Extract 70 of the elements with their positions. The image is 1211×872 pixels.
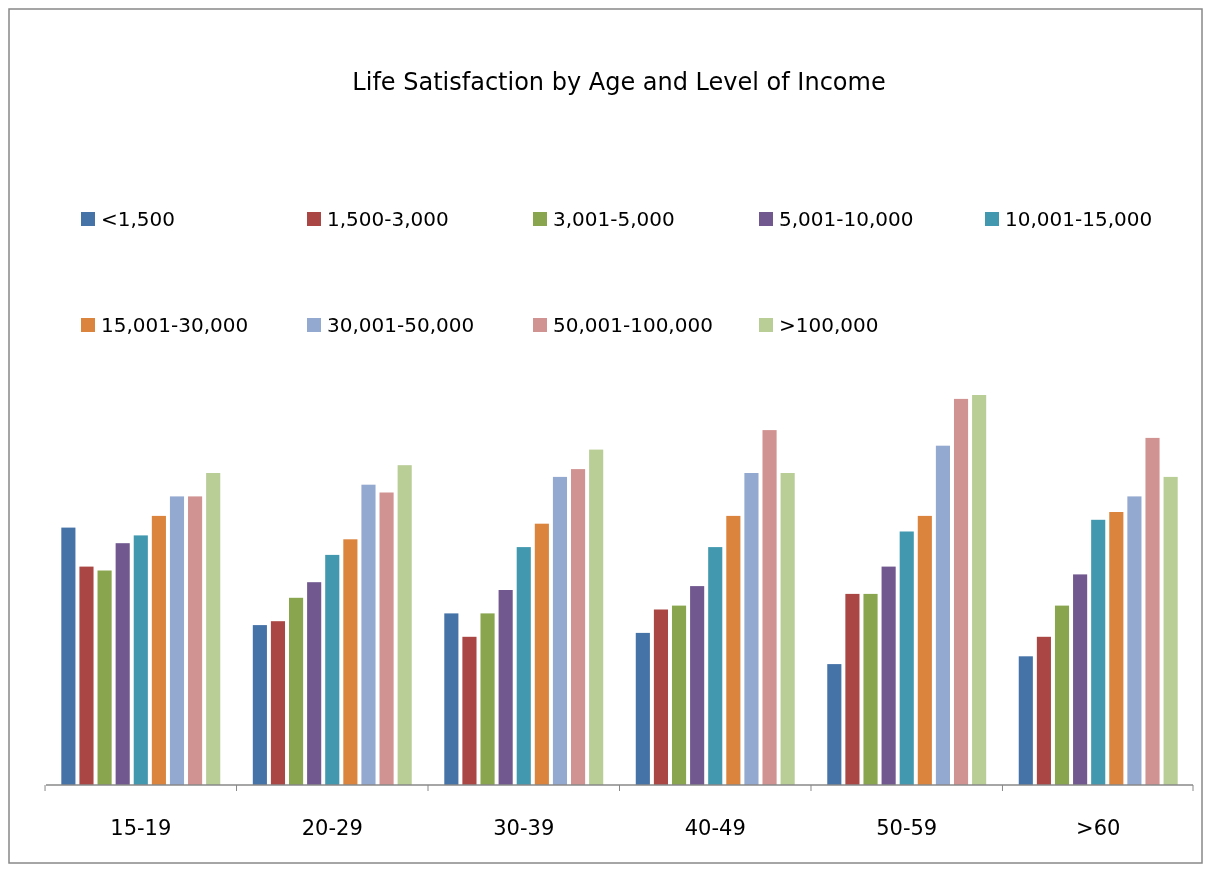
bar [361, 484, 376, 785]
x-tick-label: 15-19 [110, 816, 172, 840]
x-tick-label: 50-59 [876, 816, 938, 840]
bar [97, 570, 112, 785]
bar [252, 625, 267, 785]
bar [1109, 512, 1124, 785]
bar [953, 398, 969, 785]
bar [762, 430, 777, 785]
x-tick-label: 30-39 [493, 816, 555, 840]
legend-label: 5,001-10,000 [779, 207, 914, 231]
bar [1127, 496, 1142, 785]
bar [653, 609, 668, 785]
legend-label: >100,000 [779, 313, 879, 337]
bar [169, 496, 185, 785]
legend-label: <1,500 [101, 207, 176, 231]
bar [188, 496, 203, 785]
bar [899, 531, 914, 785]
bar [343, 539, 358, 785]
bar [571, 469, 586, 785]
bar [1163, 476, 1178, 785]
bar [289, 597, 304, 785]
bar [133, 535, 148, 785]
chart-title: Life Satisfaction by Age and Level of Income [352, 68, 886, 96]
bar [270, 621, 286, 785]
bar [671, 605, 687, 785]
bar [1036, 636, 1051, 785]
bar [708, 547, 723, 785]
bar [780, 473, 795, 785]
bar [480, 613, 495, 785]
bar [1091, 519, 1106, 785]
bar [325, 554, 340, 785]
bar [379, 492, 394, 785]
legend-label: 30,001-50,000 [327, 313, 475, 337]
bar [863, 593, 878, 785]
bar [151, 515, 166, 785]
bar [881, 566, 896, 785]
bar [79, 566, 94, 785]
bar [61, 527, 76, 785]
legend-label: 1,500-3,000 [327, 207, 449, 231]
bar [635, 632, 650, 785]
bar [206, 473, 221, 785]
bar [534, 523, 549, 785]
bar [444, 613, 459, 785]
bar [1145, 437, 1160, 785]
legend-label: 10,001-15,000 [1005, 207, 1153, 231]
bar [589, 449, 604, 785]
bar [397, 465, 412, 785]
bar [516, 547, 531, 785]
x-tick-label: >60 [1076, 816, 1121, 840]
bar [935, 445, 950, 785]
legend-label: 50,001-100,000 [553, 313, 713, 337]
bar [307, 582, 322, 785]
bar [1073, 574, 1088, 785]
bar [552, 476, 568, 785]
bar [972, 395, 987, 785]
bar [115, 543, 130, 785]
bar [726, 515, 741, 785]
bar [845, 593, 860, 785]
bar [1054, 605, 1070, 785]
bar [744, 473, 759, 785]
bar [917, 515, 932, 785]
bar [462, 636, 477, 785]
bar [1018, 656, 1033, 785]
bar [690, 586, 705, 785]
legend-label: 15,001-30,000 [101, 313, 249, 337]
bar [827, 664, 842, 785]
x-tick-label: 20-29 [301, 816, 363, 840]
x-tick-label: 40-49 [684, 816, 746, 840]
legend-label: 3,001-5,000 [553, 207, 675, 231]
bar [498, 590, 513, 785]
